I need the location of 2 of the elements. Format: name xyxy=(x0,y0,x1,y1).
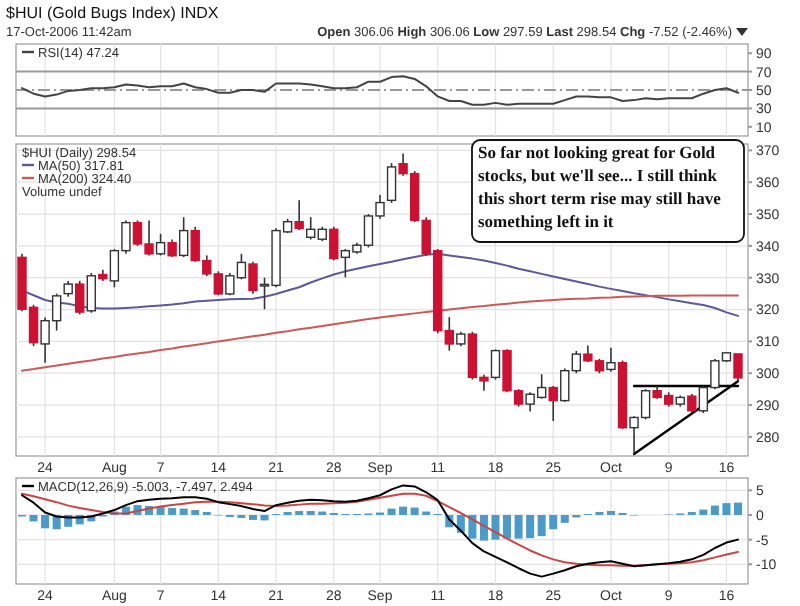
chart-title: $HUI (Gold Bugs Index) INDX xyxy=(6,4,220,22)
annotation: So far not looking great for Gold stocks, but we'll see... I still think this short term rise may still have something left in it xyxy=(478,142,722,231)
